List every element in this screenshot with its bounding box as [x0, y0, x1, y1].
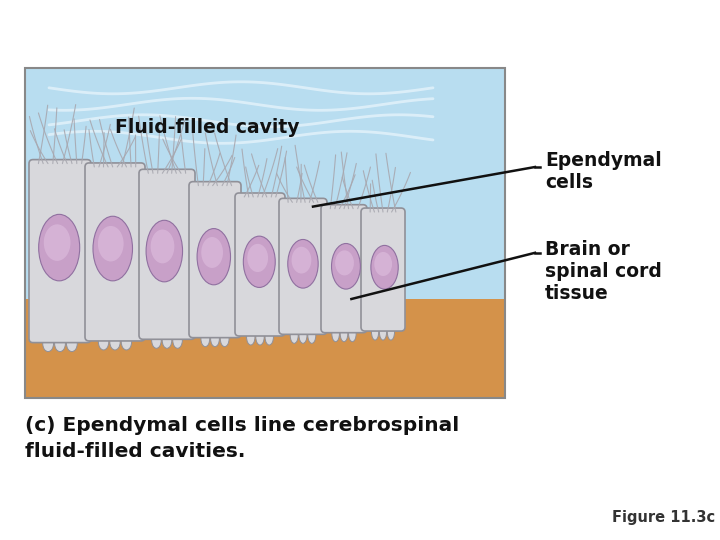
- Ellipse shape: [150, 230, 174, 264]
- FancyBboxPatch shape: [32, 165, 90, 342]
- FancyBboxPatch shape: [139, 170, 195, 339]
- Ellipse shape: [340, 326, 348, 342]
- Ellipse shape: [247, 244, 268, 272]
- Bar: [25, 68, 505, 398]
- Text: Ependymal
cells: Ependymal cells: [545, 151, 662, 192]
- Ellipse shape: [374, 252, 392, 276]
- Ellipse shape: [246, 329, 255, 345]
- Ellipse shape: [371, 245, 398, 289]
- FancyBboxPatch shape: [192, 187, 240, 336]
- Ellipse shape: [220, 330, 229, 347]
- Text: (c) Ependymal cells line cerebrospinal: (c) Ependymal cells line cerebrospinal: [25, 416, 459, 435]
- Text: Fluid-filled cavity: Fluid-filled cavity: [115, 118, 300, 137]
- Ellipse shape: [292, 247, 311, 274]
- Bar: [25, 233, 505, 398]
- Ellipse shape: [162, 332, 172, 348]
- Bar: [25, 68, 505, 299]
- Ellipse shape: [243, 236, 275, 287]
- Ellipse shape: [44, 224, 71, 261]
- Ellipse shape: [387, 324, 395, 340]
- Ellipse shape: [290, 327, 298, 343]
- Ellipse shape: [55, 335, 66, 352]
- FancyBboxPatch shape: [361, 208, 405, 331]
- Ellipse shape: [348, 326, 356, 342]
- Ellipse shape: [210, 330, 220, 347]
- FancyBboxPatch shape: [88, 168, 144, 340]
- Ellipse shape: [331, 244, 361, 289]
- Ellipse shape: [42, 335, 53, 352]
- Ellipse shape: [93, 216, 132, 281]
- FancyBboxPatch shape: [142, 174, 194, 338]
- Ellipse shape: [332, 326, 339, 342]
- Ellipse shape: [121, 334, 132, 350]
- FancyBboxPatch shape: [324, 210, 366, 332]
- Ellipse shape: [256, 329, 264, 345]
- Ellipse shape: [109, 334, 120, 350]
- FancyBboxPatch shape: [364, 213, 404, 330]
- Ellipse shape: [201, 330, 210, 347]
- Ellipse shape: [379, 324, 387, 340]
- Ellipse shape: [372, 324, 379, 340]
- FancyBboxPatch shape: [238, 198, 284, 335]
- FancyBboxPatch shape: [282, 204, 326, 333]
- FancyBboxPatch shape: [321, 205, 367, 333]
- Text: Brain or
spinal cord
tissue: Brain or spinal cord tissue: [545, 240, 662, 302]
- Ellipse shape: [173, 332, 182, 348]
- Ellipse shape: [197, 228, 230, 285]
- FancyBboxPatch shape: [189, 181, 241, 338]
- Text: fluid-filled cavities.: fluid-filled cavities.: [25, 442, 246, 461]
- FancyBboxPatch shape: [235, 193, 285, 336]
- Ellipse shape: [39, 214, 80, 281]
- Ellipse shape: [99, 334, 109, 350]
- FancyBboxPatch shape: [279, 198, 327, 334]
- FancyBboxPatch shape: [85, 163, 145, 341]
- FancyBboxPatch shape: [29, 160, 91, 342]
- Ellipse shape: [202, 237, 223, 268]
- Ellipse shape: [265, 329, 274, 345]
- Ellipse shape: [98, 226, 124, 261]
- Ellipse shape: [335, 251, 354, 275]
- Ellipse shape: [308, 327, 316, 343]
- Ellipse shape: [152, 332, 161, 348]
- Ellipse shape: [66, 335, 77, 352]
- Text: Figure 11.3c: Figure 11.3c: [612, 510, 715, 525]
- Ellipse shape: [299, 327, 307, 343]
- Ellipse shape: [146, 220, 183, 282]
- Ellipse shape: [288, 239, 318, 288]
